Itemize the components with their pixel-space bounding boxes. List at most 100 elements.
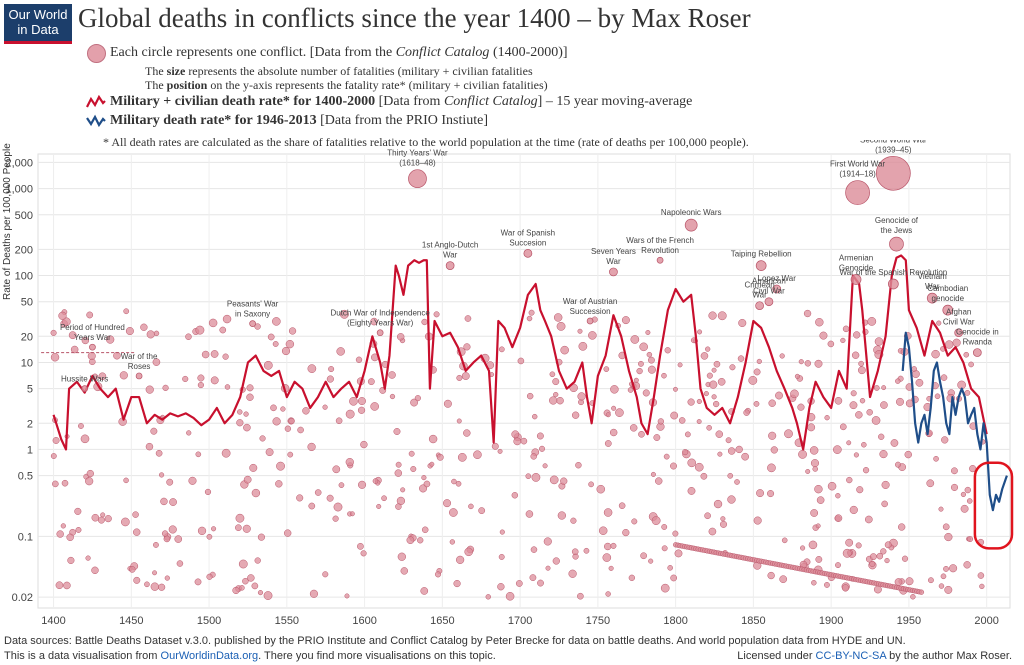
conflict-bubble [525, 510, 534, 518]
military-civilian-rate-line [52, 254, 988, 451]
conflict-bubble [943, 565, 949, 572]
conflict-bubble [201, 350, 210, 359]
conflict-bubble [940, 374, 948, 381]
conflict-bubble [966, 498, 973, 504]
conflict-bubble [706, 372, 713, 379]
conflict-bubble [91, 513, 100, 522]
x-tick-label: 1600 [352, 615, 376, 627]
conflict-label-line: Civil War [943, 318, 975, 327]
owid-link[interactable]: OurWorldinData.org [160, 650, 259, 662]
conflict-bubble [166, 478, 174, 486]
conflict-bubble [881, 480, 890, 489]
conflict-label: Wars of the French Revolution [626, 236, 694, 255]
conflict-bubble [257, 590, 264, 596]
conflict-bubble [61, 479, 69, 487]
conflict-bubble [236, 419, 244, 427]
conflict-bubble [224, 384, 231, 390]
conflict-bubble [596, 484, 606, 494]
conflict-bubble [128, 566, 136, 573]
conflict-bubble [423, 480, 431, 488]
conflict-bubble [700, 472, 708, 480]
conflict-bubble [850, 390, 857, 397]
conflict-bubble [176, 560, 184, 567]
conflict-bubble [794, 373, 800, 379]
conflict-bubble [235, 524, 242, 532]
conflict-bubble [767, 571, 775, 580]
conflict-bubble [485, 594, 491, 600]
conflict-bubble [428, 434, 438, 444]
conflict-bubble [146, 330, 155, 339]
conflict-bubble [400, 487, 406, 493]
labeled-conflict-bubble [888, 278, 899, 290]
military-rate-line [901, 331, 1008, 512]
conflict-bubble [125, 327, 134, 336]
conflict-bubble [967, 536, 974, 543]
labeled-conflict-bubble [845, 180, 870, 205]
conflict-bubble [905, 399, 914, 408]
legend-blue-b: [Data from the PRIO Instiute] [316, 113, 489, 128]
labeled-conflict-bubble [876, 155, 911, 191]
conflict-bubble [934, 393, 941, 400]
y-axis-title: Rate of Deaths per 100,000 People [2, 143, 13, 300]
conflict-bubble [944, 340, 954, 349]
conflict-bubble [552, 557, 560, 565]
conflict-bubble [938, 583, 945, 589]
conflict-bubble [687, 487, 696, 495]
conflict-bubble [389, 393, 396, 400]
conflict-bubble [164, 575, 170, 581]
conflict-label-line: War of Spanish [501, 228, 555, 237]
conflict-bubble [753, 400, 760, 407]
conflict-bubble [661, 524, 668, 530]
conflict-bubble [243, 411, 249, 417]
conflict-bubble [713, 499, 723, 509]
labeled-conflict-bubble [523, 248, 533, 258]
conflict-bubble [667, 565, 673, 571]
conflict-bubble [557, 511, 566, 520]
conflict-bubble [827, 340, 835, 348]
conflict-bubble [288, 327, 297, 335]
license-link[interactable]: CC-BY-NC-SA [815, 650, 887, 662]
conflict-bubble [696, 398, 702, 405]
conflict-bubble [97, 516, 105, 524]
conflict-bubble [153, 330, 160, 337]
conflict-bubble [259, 435, 266, 442]
legend-pos-c: on the y-axis represents the fatality ra… [207, 78, 548, 92]
legend-blue-a: Military death rate* for 1946-2013 [110, 113, 317, 128]
conflict-bubble [611, 405, 617, 411]
conflict-bubble [753, 516, 762, 525]
conflict-label: War of Austrian Succession [563, 297, 617, 316]
conflict-bubble [657, 418, 665, 425]
conflict-bubble [443, 399, 452, 408]
conflict-bubble [272, 317, 281, 326]
legend-bubble-icon [87, 44, 106, 63]
y-tick-label: 1 [27, 444, 33, 456]
conflict-bubble [62, 317, 71, 326]
conflict-bubble [809, 446, 819, 455]
conflict-bubble [443, 499, 452, 508]
conflict-bubble [549, 475, 559, 485]
conflict-bubble [239, 585, 245, 591]
conflict-bubble [455, 480, 462, 487]
conflict-bubble [70, 345, 79, 354]
conflict-bubble [468, 503, 474, 510]
conflict-bubble [307, 442, 316, 452]
y-tick-label: 50 [21, 297, 33, 309]
conflict-bubble [936, 320, 942, 326]
conflict-bubble [520, 437, 528, 445]
y-tick-label: 500 [15, 210, 33, 222]
y-tick-label: 200 [15, 244, 33, 256]
conflict-bubble [949, 564, 958, 573]
conflict-bubble [650, 471, 656, 477]
conflict-bubble [646, 351, 653, 358]
conflict-bubble [91, 566, 99, 575]
conflict-bubble [395, 503, 402, 510]
conflict-bubble [627, 387, 634, 393]
conflict-label: Taiping Rebellion [731, 250, 792, 259]
conflict-bubble [727, 447, 736, 455]
labeled-conflict-bubble [656, 256, 664, 264]
conflict-bubble [896, 397, 904, 406]
conflict-bubble [638, 430, 645, 438]
x-tick-label: 1500 [197, 615, 221, 627]
conflict-bubble [855, 542, 862, 549]
conflict-bubble [526, 392, 534, 400]
